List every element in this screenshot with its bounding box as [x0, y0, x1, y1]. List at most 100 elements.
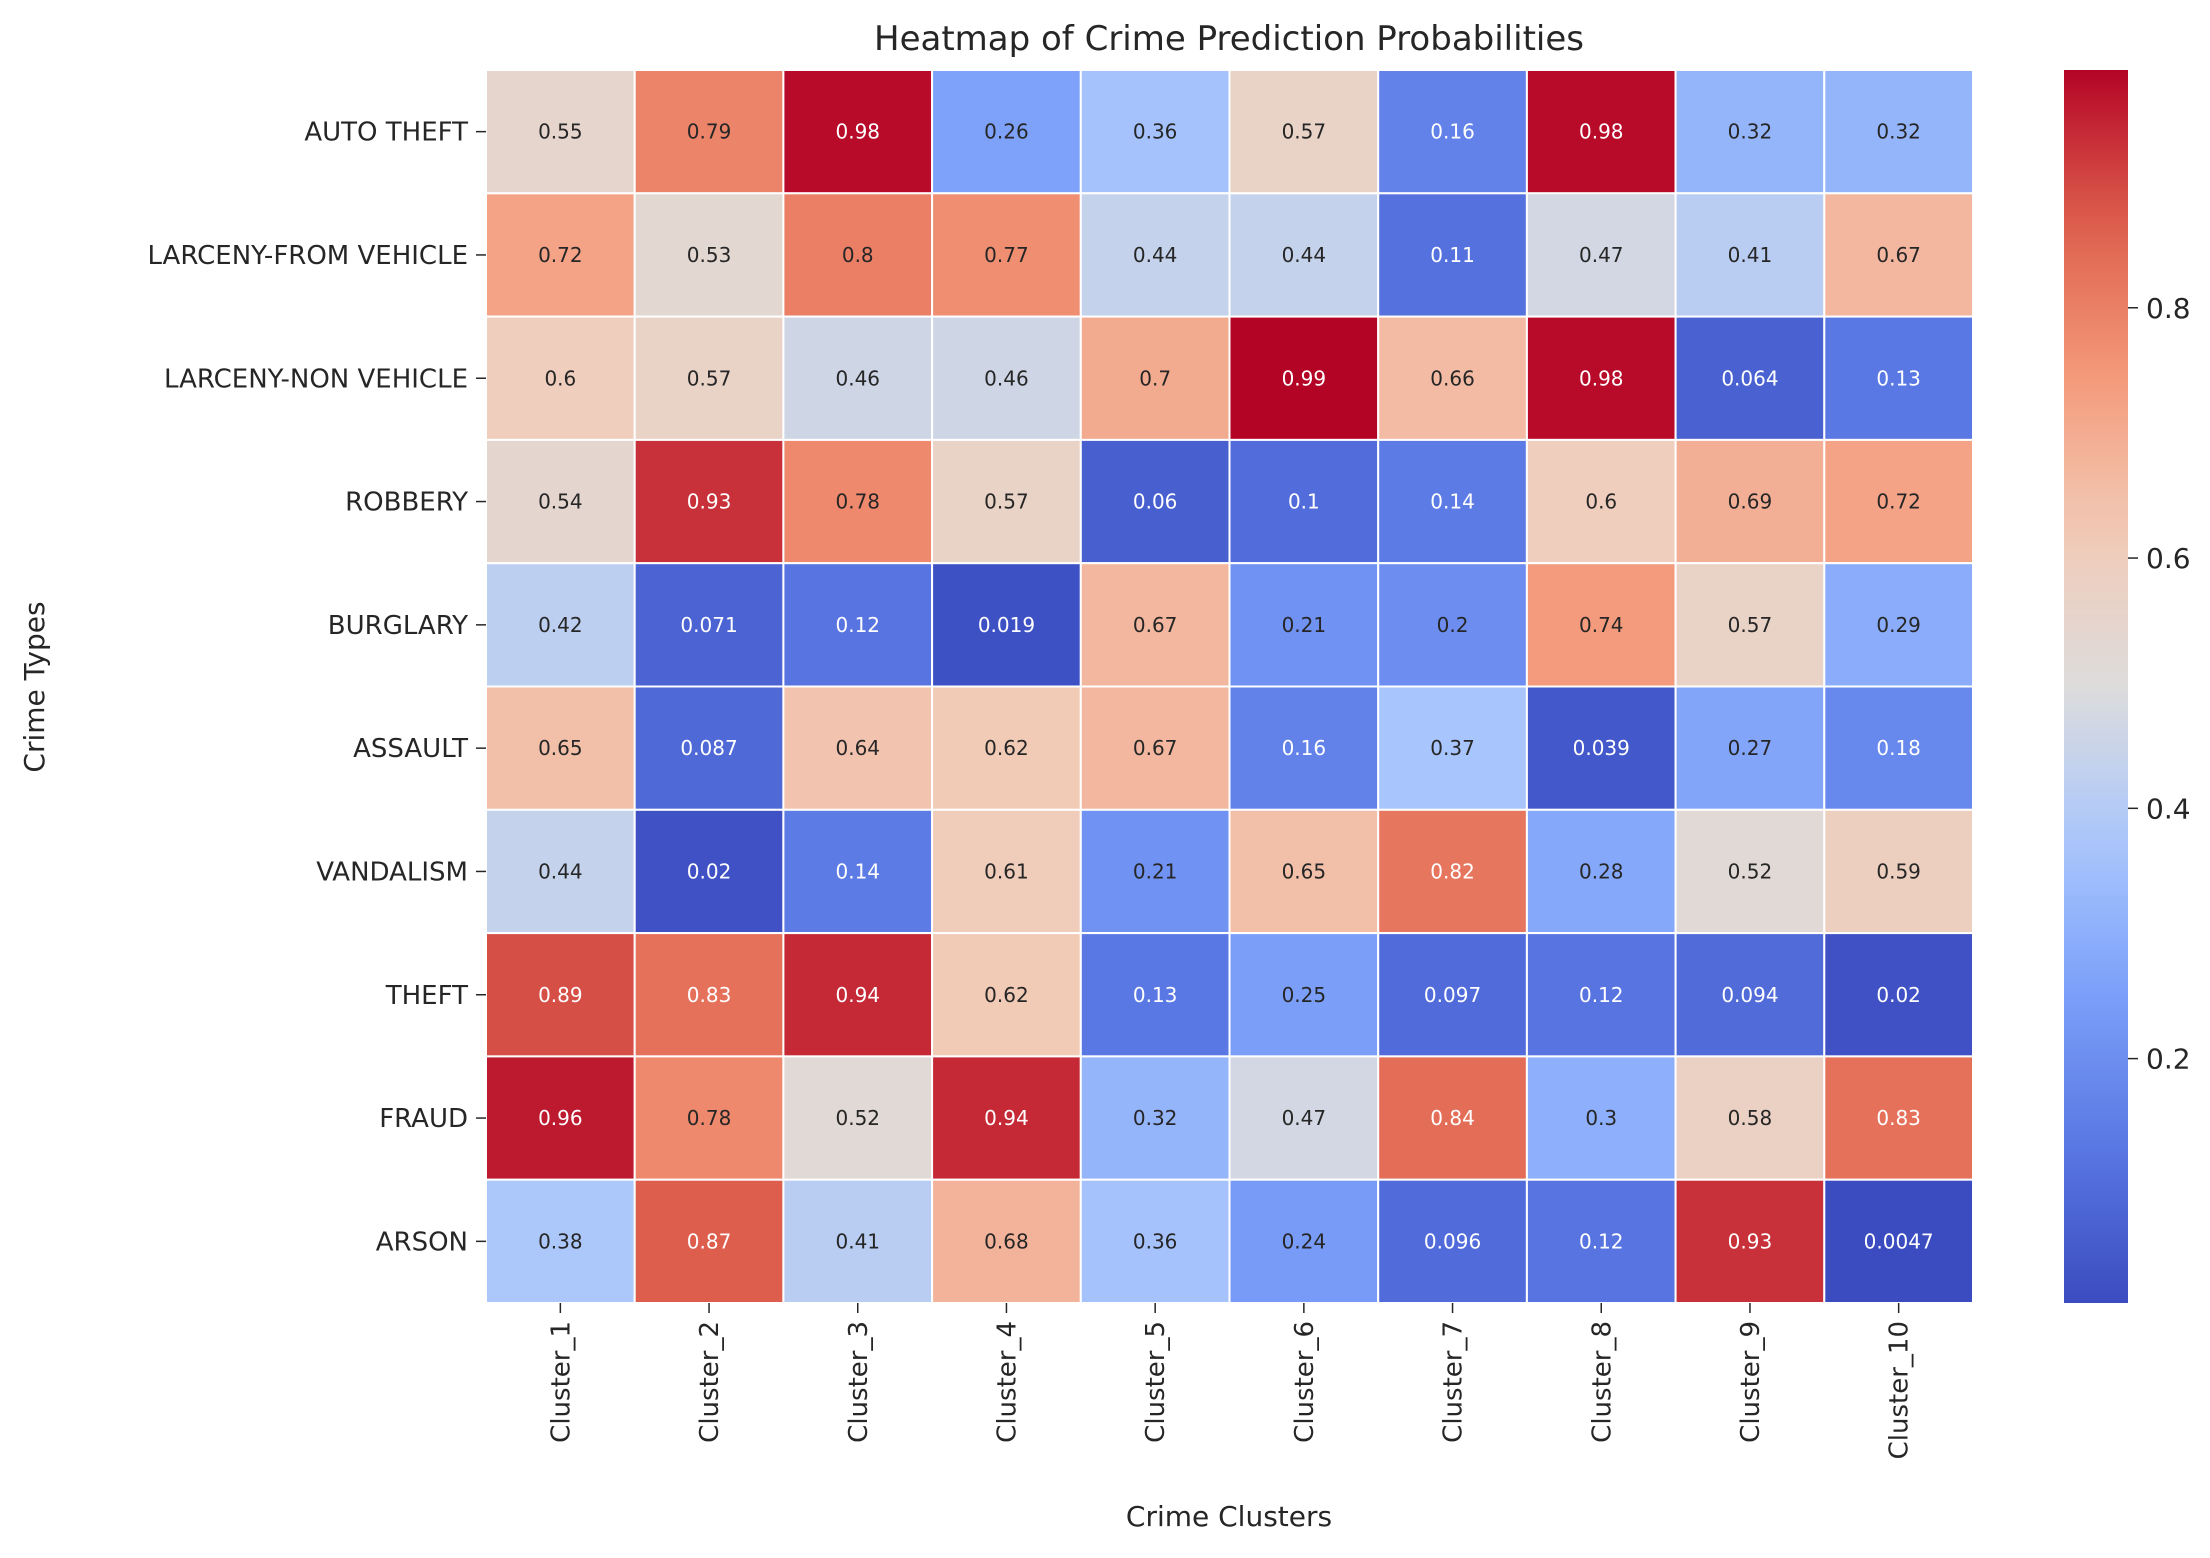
heatmap-cell: [485, 69, 636, 195]
heatmap-cell: [1674, 1055, 1826, 1181]
cell-value-label: 0.36: [1133, 1229, 1178, 1253]
heatmap-cell: [1079, 932, 1231, 1058]
cell-value-label: 0.66: [1430, 366, 1475, 390]
heatmap-cell: [633, 192, 785, 318]
cell-value-label: 0.54: [538, 490, 583, 514]
heatmap-cell: [1525, 1055, 1677, 1181]
y-tick-label: ASSAULT: [353, 734, 468, 764]
heatmap-cell: [1228, 192, 1380, 318]
x-tick-label: Cluster_10: [1885, 1321, 1915, 1459]
cell-value-label: 0.58: [1728, 1106, 1773, 1130]
cell-value-label: 0.84: [1430, 1106, 1475, 1130]
heatmap-cell: [1228, 562, 1380, 688]
cell-value-label: 0.52: [835, 1106, 880, 1130]
cell-value-label: 0.7: [1139, 366, 1171, 390]
cell-value-label: 0.13: [1133, 983, 1178, 1007]
heatmap-cell: [1228, 932, 1380, 1058]
cell-value-label: 0.79: [687, 120, 732, 144]
colorbar: [2064, 70, 2128, 1303]
y-tick-label: VANDALISM: [316, 857, 468, 887]
heatmap-cell: [1525, 562, 1677, 688]
cell-value-label: 0.96: [538, 1106, 583, 1130]
heatmap-cell: [931, 808, 1082, 935]
cell-value-label: 0.094: [1721, 983, 1778, 1007]
x-tick-label: Cluster_2: [695, 1321, 725, 1443]
heatmap-cell: [485, 808, 636, 935]
y-tick-label: ARSON: [376, 1227, 468, 1257]
heatmap-cell: [485, 315, 636, 441]
cell-value-label: 0.98: [835, 120, 880, 144]
heatmap-cell: [485, 1178, 636, 1304]
cell-value-label: 0.6: [1585, 490, 1617, 514]
cell-value-label: 0.72: [538, 243, 583, 267]
cell-value-label: 0.064: [1721, 366, 1778, 390]
y-tick-label: ROBBERY: [345, 488, 468, 518]
heatmap-cell: [1823, 315, 1975, 441]
cell-value-label: 0.67: [1133, 736, 1178, 760]
cell-value-label: 0.83: [687, 983, 732, 1007]
colorbar-tick-label: 0.8: [2146, 292, 2191, 325]
cell-value-label: 0.24: [1282, 1229, 1327, 1253]
heatmap-cell: [1823, 808, 1975, 935]
heatmap-cell: [1674, 192, 1826, 318]
axis-ticks: AUTO THEFT LARCENY-FROM VEHICLE LARCENY-NO…: [147, 118, 1914, 1460]
heatmap-cell: [1079, 315, 1231, 441]
cell-value-label: 0.36: [1133, 120, 1178, 144]
cell-value-label: 0.42: [538, 613, 583, 637]
cell-value-label: 0.62: [984, 983, 1029, 1007]
heatmap-cell: [1377, 808, 1528, 935]
cell-value-label: 0.26: [984, 120, 1029, 144]
cell-value-label: 0.69: [1728, 490, 1773, 514]
cell-value-label: 0.21: [1282, 613, 1327, 637]
heatmap-cell: [1079, 562, 1231, 688]
x-tick-label: Cluster_9: [1736, 1321, 1766, 1443]
cell-value-label: 0.57: [1728, 613, 1773, 637]
cell-value-label: 0.78: [835, 490, 880, 514]
heatmap-cell: [931, 69, 1082, 195]
heatmap-cell: [782, 932, 934, 1058]
x-tick-label: Cluster_1: [546, 1321, 576, 1443]
heatmap-cell: [1823, 1178, 1975, 1304]
cell-value-label: 0.096: [1424, 1229, 1481, 1253]
cell-value-label: 0.72: [1876, 490, 1921, 514]
cell-value-label: 0.62: [984, 736, 1029, 760]
heatmap-cell: [1377, 562, 1528, 688]
heatmap-cell: [931, 192, 1082, 318]
cell-value-label: 0.14: [835, 859, 880, 883]
cell-value-label: 0.78: [687, 1106, 732, 1130]
cell-value-label: 0.67: [1133, 613, 1178, 637]
heatmap-cell: [931, 1055, 1082, 1181]
cell-value-label: 0.12: [1579, 1229, 1624, 1253]
y-tick-label: AUTO THEFT: [304, 118, 468, 148]
cell-value-label: 0.21: [1133, 859, 1178, 883]
x-tick-label: Cluster_3: [844, 1321, 874, 1443]
cell-value-label: 0.93: [1728, 1229, 1773, 1253]
colorbar-ticks: 0.2 0.4 0.6 0.8: [2128, 292, 2191, 1076]
heatmap-cell: [485, 438, 636, 565]
cell-value-label: 0.097: [1424, 983, 1481, 1007]
x-tick-label: Cluster_8: [1587, 1321, 1617, 1443]
heatmap-cell: [633, 315, 785, 441]
colorbar-tick-label: 0.4: [2146, 792, 2191, 825]
heatmap-cell: [1525, 69, 1677, 195]
cell-value-label: 0.59: [1876, 859, 1921, 883]
cell-value-label: 0.41: [835, 1229, 880, 1253]
heatmap-cell: [1377, 1178, 1528, 1304]
heatmap-cell: [1674, 685, 1826, 811]
heatmap-cell: [1674, 1178, 1826, 1304]
cell-value-label: 0.68: [984, 1229, 1029, 1253]
heatmap-cell: [633, 69, 785, 195]
cell-value-label: 0.74: [1579, 613, 1624, 637]
heatmap-cell: [1228, 685, 1380, 811]
heatmap-cell: [1674, 808, 1826, 935]
heatmap-cell: [1228, 1178, 1380, 1304]
heatmap-cell: [633, 932, 785, 1058]
heatmap-cell: [1525, 438, 1677, 565]
x-tick-label: Cluster_7: [1439, 1321, 1469, 1443]
cell-value-label: 0.039: [1573, 736, 1630, 760]
heatmap-cell: [633, 1055, 785, 1181]
cell-value-label: 0.28: [1579, 859, 1624, 883]
cell-value-label: 0.65: [1282, 859, 1327, 883]
heatmap-cell: [1525, 808, 1677, 935]
